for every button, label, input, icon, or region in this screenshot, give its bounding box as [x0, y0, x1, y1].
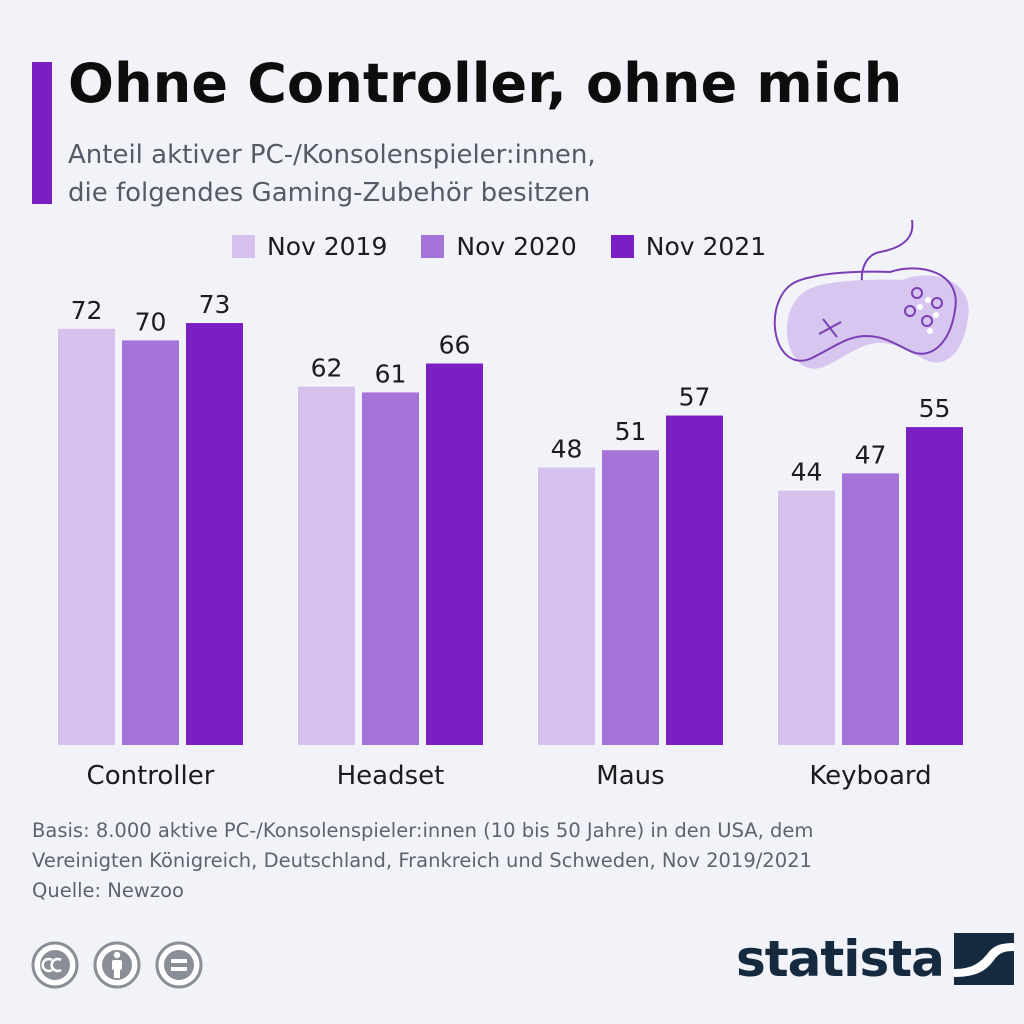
statista-logo-icon	[953, 933, 1014, 985]
legend-item-2021: Nov 2021	[610, 232, 767, 261]
legend-swatch-2021	[610, 235, 634, 258]
value-label-headset-nov-2019: 62	[311, 354, 343, 383]
value-label-controller-nov-2020: 70	[135, 307, 167, 336]
legend-label-2020: Nov 2020	[456, 232, 577, 261]
value-label-headset-nov-2021: 66	[439, 331, 471, 360]
value-label-maus-nov-2020: 51	[615, 417, 647, 446]
value-label-keyboard-nov-2019: 44	[791, 458, 823, 487]
value-label-keyboard-nov-2021: 55	[919, 394, 951, 423]
statista-brand: statista	[736, 930, 1014, 988]
value-label-headset-nov-2020: 61	[375, 359, 407, 388]
bar-controller-nov-2021	[186, 323, 243, 745]
source-note: Quelle: Newzoo	[32, 879, 184, 902]
attribution-icon[interactable]	[92, 940, 142, 990]
value-label-controller-nov-2021: 73	[199, 290, 231, 319]
legend-label-2021: Nov 2021	[645, 232, 767, 261]
legend-item-2020: Nov 2020	[421, 232, 577, 261]
basis-note-line-2: Vereinigten Königreich, Deutschland, Fra…	[32, 849, 812, 872]
title-accent-bar	[32, 62, 52, 204]
chart-subtitle: Anteil aktiver PC-/Konsolenspieler:innen…	[68, 136, 596, 212]
value-label-keyboard-nov-2020: 47	[855, 440, 887, 469]
category-label-keyboard: Keyboard	[809, 761, 931, 791]
bar-controller-nov-2019	[58, 328, 115, 745]
legend-item-2019: Nov 2019	[232, 232, 387, 261]
gamepad-icon	[773, 219, 969, 369]
chart-value-labels: 72 70 73 62 61 66 48 51 57 44 47 55	[71, 290, 951, 487]
brand-wordmark: statista	[736, 930, 945, 988]
basis-note-line-1: Basis: 8.000 aktive PC-/Konsolenspieler:…	[32, 819, 814, 842]
chart-footnote: Basis: 8.000 aktive PC-/Konsolenspieler:…	[32, 816, 813, 906]
bar-chart: 72 70 73 62 61 66 48 51 57 44 47 55 Controller Heads…	[58, 219, 969, 791]
legend-swatch-2019	[232, 235, 255, 258]
chart-legend: Nov 2019 Nov 2020 Nov 2021	[232, 232, 766, 261]
bar-headset-nov-2020	[362, 392, 419, 745]
bar-keyboard-nov-2019	[778, 490, 835, 745]
bar-keyboard-nov-2021	[906, 427, 963, 745]
bar-maus-nov-2021	[666, 415, 723, 745]
bar-maus-nov-2020	[602, 450, 659, 745]
value-label-controller-nov-2019: 72	[71, 296, 103, 325]
no-derivatives-icon[interactable]	[154, 940, 204, 990]
bar-maus-nov-2019	[538, 467, 595, 745]
value-label-maus-nov-2021: 57	[679, 383, 711, 412]
bar-headset-nov-2019	[298, 386, 355, 745]
category-label-controller: Controller	[87, 761, 215, 791]
subtitle-line-1: Anteil aktiver PC-/Konsolenspieler:innen…	[68, 140, 596, 170]
category-label-maus: Maus	[596, 761, 664, 791]
license-icons	[30, 940, 204, 990]
category-label-headset: Headset	[337, 761, 445, 791]
chart-bars	[58, 323, 963, 745]
legend-label-2019: Nov 2019	[267, 232, 388, 261]
bar-controller-nov-2020	[122, 340, 179, 745]
subtitle-line-2: die folgendes Gaming-Zubehör besitzen	[68, 178, 591, 208]
chart-title: Ohne Controller, ohne mich	[68, 52, 903, 115]
value-label-maus-nov-2019: 48	[551, 435, 583, 464]
legend-swatch-2020	[421, 235, 445, 258]
chart-category-labels: Controller Headset Maus Keyboard	[87, 761, 932, 791]
bar-headset-nov-2021	[426, 363, 483, 745]
cc-icon[interactable]	[30, 940, 80, 990]
bar-keyboard-nov-2020	[842, 473, 899, 745]
